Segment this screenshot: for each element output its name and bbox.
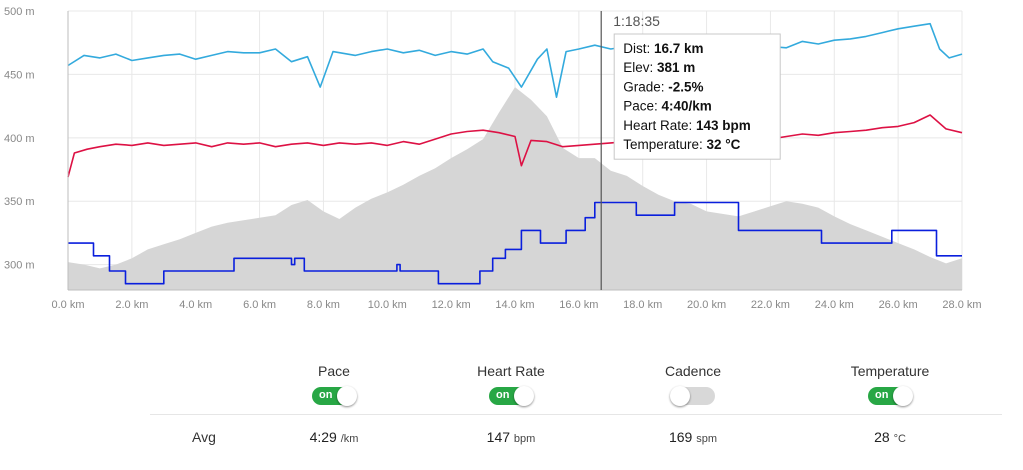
elevation-area [68, 87, 962, 290]
toggle-knob [670, 386, 690, 406]
toggle-label-heart-rate: Heart Rate [477, 363, 545, 379]
avg-label: Avg [192, 429, 216, 445]
tooltip-label: Dist: [623, 41, 654, 56]
tooltip-label: Elev: [623, 60, 657, 75]
toggle-cadence: Cadence [613, 363, 773, 410]
cadence-toggle-switch[interactable] [670, 386, 715, 406]
avg-cadence-value: 169 [668, 429, 693, 445]
tooltip-value: 16.7 km [654, 41, 704, 56]
toggle-knob [514, 386, 534, 406]
x-tick-label: 8.0 km [307, 299, 340, 311]
avg-temperature: 28 °C [810, 429, 970, 445]
tooltip-line: Pace: 4:40/km [623, 99, 712, 114]
elevation-layer [68, 87, 962, 290]
tooltip-label: Temperature: [623, 137, 706, 152]
toggle-label-temperature: Temperature [850, 363, 930, 379]
heart-rate-line [67, 114, 963, 178]
avg-pace-unit: /km [340, 433, 359, 445]
tooltip-value: 32 °C [707, 137, 741, 152]
tooltip-line: Dist: 16.7 km [623, 41, 703, 56]
heart-rate-toggle-switch[interactable]: on [489, 386, 534, 406]
x-tick-label: 18.0 km [623, 299, 662, 311]
avg-temperature-unit: °C [893, 433, 906, 445]
x-tick-label: 2.0 km [115, 299, 148, 311]
avg-cadence-unit: spm [696, 433, 718, 445]
toggle-temperature: Temperature on [810, 363, 970, 410]
avg-heart-rate-unit: bpm [513, 433, 536, 445]
cadence-line [68, 201, 962, 285]
toggle-pace: Pace on [254, 363, 414, 410]
x-tick-label: 6.0 km [243, 299, 276, 311]
y-tick-label: 400 m [4, 133, 35, 145]
x-tick-label: 14.0 km [495, 299, 534, 311]
y-tick-label: 300 m [4, 260, 35, 272]
toggle-on-text: on [875, 389, 889, 401]
x-tick-label: 22.0 km [751, 299, 790, 311]
tooltip-value: -2.5% [668, 79, 703, 94]
tooltip-box [613, 33, 781, 160]
avg-cadence: 169 spm [613, 429, 773, 445]
tooltip-label: Grade: [623, 79, 668, 94]
tooltip-line: Heart Rate: 143 bpm [623, 118, 751, 133]
series-layer [67, 22, 963, 285]
toggle-on-text: on [496, 389, 510, 401]
tooltip-value: 143 bpm [696, 118, 751, 133]
hover-time: 1:18:35 [613, 13, 660, 29]
avg-temperature-value: 28 [874, 429, 890, 445]
y-tick-label: 450 m [4, 69, 35, 81]
tooltip-line: Grade: -2.5% [623, 79, 703, 94]
toggle-label-cadence: Cadence [664, 363, 722, 379]
avg-pace: 4:29 /km [254, 429, 414, 445]
x-tick-label: 28.0 km [942, 299, 981, 311]
y-tick-label: 350 m [4, 196, 35, 208]
toggle-on-text: on [319, 389, 333, 401]
x-tick-label: 26.0 km [879, 299, 918, 311]
axes: 0.0 km 2.0 km 4.0 km 6.0 km 8.0 km 10.0 km 12.… [4, 6, 982, 311]
temperature-toggle-switch[interactable]: on [868, 386, 913, 406]
y-tick-label: 500 m [4, 6, 35, 18]
toggle-knob [337, 386, 357, 406]
x-tick-label: 10.0 km [368, 299, 407, 311]
tooltip-label: Heart Rate: [623, 118, 696, 133]
x-tick-label: 0.0 km [51, 299, 84, 311]
tooltip-label: Pace: [623, 99, 661, 114]
tooltip-value: 4:40/km [661, 99, 711, 114]
tooltip-value: 381 m [657, 60, 695, 75]
x-tick-label: 24.0 km [815, 299, 854, 311]
pace-toggle-switch[interactable]: on [312, 386, 357, 406]
avg-heart-rate-value: 147 [486, 429, 511, 445]
toggle-label-pace: Pace [318, 363, 350, 379]
avg-pace-value: 4:29 [309, 429, 337, 445]
toggle-heart-rate: Heart Rate on [431, 363, 591, 410]
hover-layer: 1:18:35 Dist: 16.7 km Elev: 381 m Grade: -2… [600, 11, 781, 290]
x-tick-label: 12.0 km [432, 299, 471, 311]
avg-heart-rate: 147 bpm [431, 429, 591, 445]
divider [150, 414, 1002, 415]
pace-line [67, 22, 963, 98]
tooltip-line: Temperature: 32 °C [623, 137, 740, 152]
x-tick-label: 4.0 km [179, 299, 212, 311]
tooltip-line: Elev: 381 m [623, 60, 695, 75]
activity-chart[interactable]: 0.0 km 2.0 km 4.0 km 6.0 km 8.0 km 10.0 km 12.… [0, 0, 1023, 340]
toggle-knob [893, 386, 913, 406]
x-tick-label: 16.0 km [559, 299, 598, 311]
x-tick-label: 20.0 km [687, 299, 726, 311]
